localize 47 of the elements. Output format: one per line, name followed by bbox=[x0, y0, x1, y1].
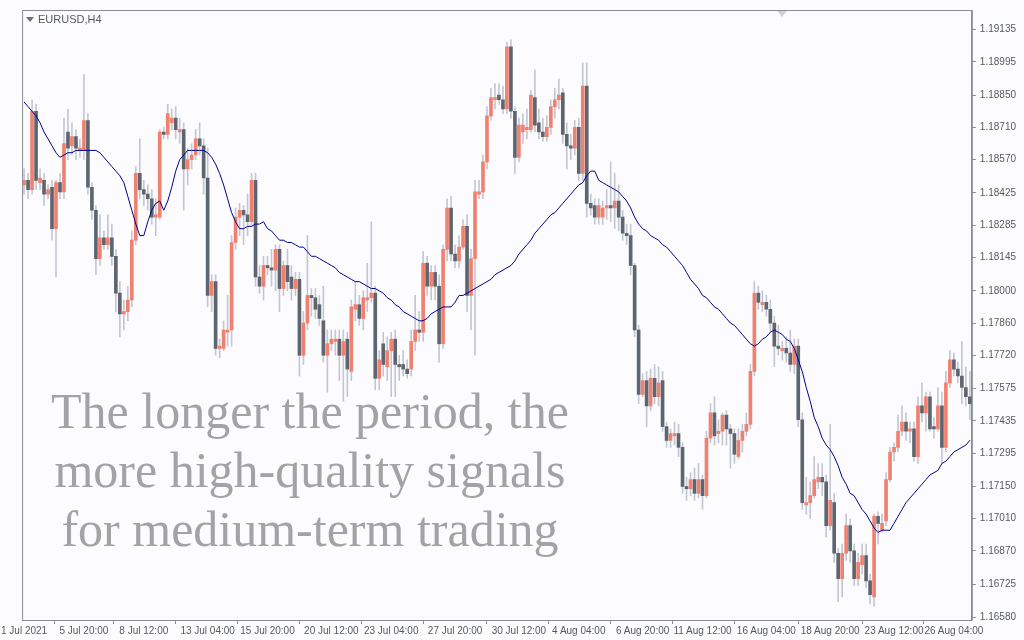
candlestick bbox=[608, 161, 613, 223]
y-tick-label: 1.16580 bbox=[979, 611, 1017, 623]
y-tick-label: 1.18995 bbox=[979, 55, 1017, 67]
chart-title: EURUSD,H4 bbox=[38, 13, 102, 25]
candlestick bbox=[161, 127, 166, 140]
x-tick-label: 23 Aug 12:00 bbox=[864, 624, 924, 636]
y-tick-label: 1.18000 bbox=[979, 284, 1017, 296]
y-tick-label: 1.16870 bbox=[979, 544, 1017, 556]
candlestick bbox=[908, 421, 912, 444]
y-tick-label: 1.17860 bbox=[979, 316, 1017, 328]
x-tick-label: 13 Jul 04:00 bbox=[180, 624, 236, 636]
x-tick-label: 30 Jul 12:00 bbox=[491, 624, 547, 636]
candlestick bbox=[341, 329, 346, 402]
y-tick-label: 1.18570 bbox=[979, 153, 1017, 165]
x-tick-label: 5 Jul 20:00 bbox=[59, 624, 109, 636]
y-tick-label: 1.17720 bbox=[979, 349, 1017, 361]
y-tick-label: 1.18285 bbox=[979, 218, 1017, 230]
x-tick-label: 23 Jul 04:00 bbox=[363, 624, 419, 636]
x-tick-label: 20 Jul 12:00 bbox=[304, 624, 360, 636]
candlestick bbox=[920, 382, 924, 423]
x-tick-label: 1 Jul 2021 bbox=[1, 624, 48, 636]
y-tick-label: 1.16725 bbox=[979, 578, 1017, 590]
y-tick-label: 1.18145 bbox=[979, 251, 1017, 263]
y-tick-label: 1.17295 bbox=[979, 446, 1017, 458]
candlestick bbox=[960, 341, 964, 404]
y-tick-label: 1.17575 bbox=[979, 382, 1017, 394]
x-tick-label: 8 Jul 12:00 bbox=[119, 624, 169, 636]
annotation: The longer the period, the more high-quality signals for medium-term trading bbox=[50, 382, 570, 559]
x-tick-label: 6 Aug 20:00 bbox=[615, 624, 670, 636]
y-tick-label: 1.17435 bbox=[979, 414, 1017, 426]
candlestick bbox=[417, 311, 421, 342]
y-tick-label: 1.17010 bbox=[979, 512, 1017, 524]
x-tick-label: 4 Aug 04:00 bbox=[552, 624, 606, 636]
candlestick bbox=[106, 214, 110, 250]
y-tick-label: 1.18710 bbox=[979, 121, 1017, 133]
y-tick-label: 1.18850 bbox=[979, 88, 1017, 100]
candlestick bbox=[604, 189, 609, 220]
y-tick-label: 1.19135 bbox=[979, 23, 1017, 35]
x-tick-label: 11 Aug 12:00 bbox=[673, 624, 733, 636]
candlestick bbox=[169, 108, 174, 131]
x-tick-label: 16 Aug 04:00 bbox=[736, 624, 797, 636]
x-tick-label: 18 Aug 20:00 bbox=[800, 624, 861, 636]
x-tick-label: 15 Jul 20:00 bbox=[240, 624, 296, 636]
x-tick-label: 27 Jul 20:00 bbox=[427, 624, 483, 636]
y-tick-label: 1.17150 bbox=[979, 480, 1017, 492]
y-tick-label: 1.18425 bbox=[979, 186, 1017, 198]
x-tick-label: 26 Aug 04:00 bbox=[924, 624, 984, 636]
